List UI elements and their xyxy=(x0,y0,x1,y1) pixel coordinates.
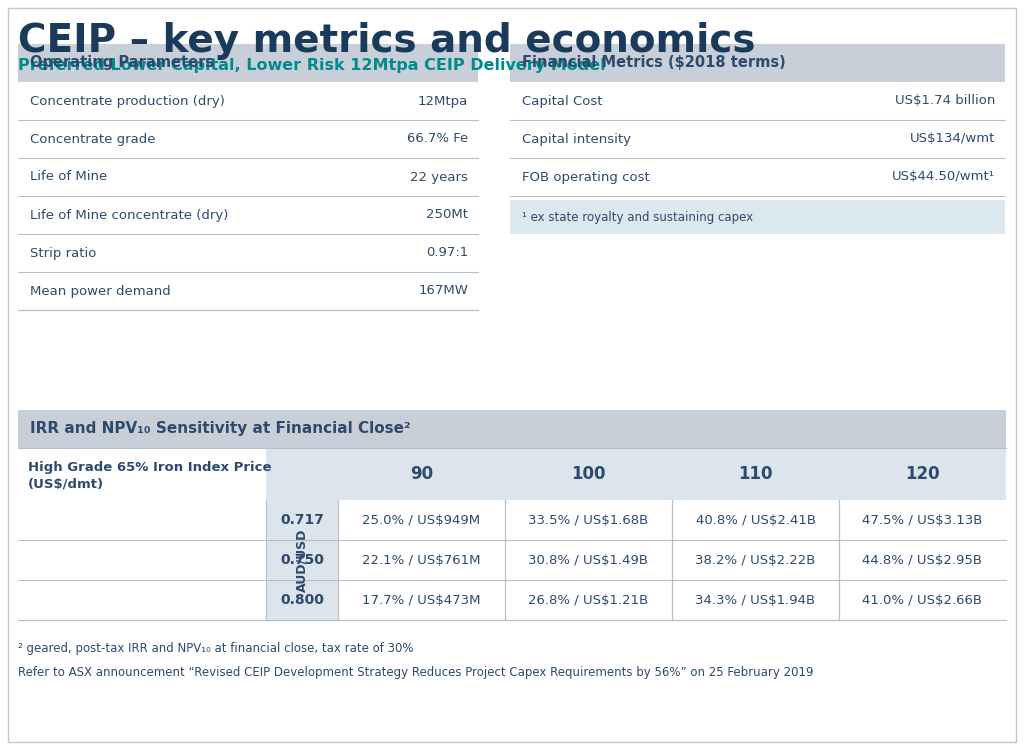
Text: Capital intensity: Capital intensity xyxy=(522,133,631,146)
Text: 120: 120 xyxy=(905,465,940,483)
Text: 41.0% / US$2.66B: 41.0% / US$2.66B xyxy=(862,593,982,607)
Text: Financial Metrics ($2018 terms): Financial Metrics ($2018 terms) xyxy=(522,56,785,70)
Text: 0.800: 0.800 xyxy=(280,593,324,607)
Text: FOB operating cost: FOB operating cost xyxy=(522,170,650,184)
Text: Life of Mine: Life of Mine xyxy=(30,170,108,184)
Bar xyxy=(18,272,478,310)
Bar xyxy=(672,540,839,580)
Text: 33.5% / US$1.68B: 33.5% / US$1.68B xyxy=(528,514,648,526)
Bar xyxy=(839,448,1006,500)
Text: 250Mt: 250Mt xyxy=(426,209,468,221)
Text: 30.8% / US$1.49B: 30.8% / US$1.49B xyxy=(528,554,648,566)
Text: 44.8% / US$2.95B: 44.8% / US$2.95B xyxy=(862,554,982,566)
Bar xyxy=(510,120,1005,158)
Text: 167MW: 167MW xyxy=(418,284,468,298)
Bar xyxy=(510,158,1005,196)
Text: 22 years: 22 years xyxy=(411,170,468,184)
Text: Strip ratio: Strip ratio xyxy=(30,247,96,259)
Text: 12Mtpa: 12Mtpa xyxy=(418,94,468,107)
Text: 0.717: 0.717 xyxy=(280,513,324,527)
Text: 0.97:1: 0.97:1 xyxy=(426,247,468,259)
Text: High Grade 65% Iron Index Price: High Grade 65% Iron Index Price xyxy=(28,461,271,475)
Text: 38.2% / US$2.22B: 38.2% / US$2.22B xyxy=(695,554,816,566)
Bar xyxy=(338,500,505,540)
Text: 26.8% / US$1.21B: 26.8% / US$1.21B xyxy=(528,593,648,607)
Bar xyxy=(510,200,1005,234)
Text: 17.7% / US$473M: 17.7% / US$473M xyxy=(362,593,480,607)
Text: 22.1% / US$761M: 22.1% / US$761M xyxy=(362,554,480,566)
Text: 100: 100 xyxy=(571,465,606,483)
Bar xyxy=(505,500,672,540)
Text: 47.5% / US$3.13B: 47.5% / US$3.13B xyxy=(862,514,983,526)
Bar xyxy=(18,82,478,120)
Bar xyxy=(18,580,266,620)
Text: US$134/wmt: US$134/wmt xyxy=(909,133,995,146)
Bar xyxy=(672,448,839,500)
Bar xyxy=(18,500,266,540)
Text: ² geared, post-tax IRR and NPV₁₀ at financial close, tax rate of 30%: ² geared, post-tax IRR and NPV₁₀ at fina… xyxy=(18,642,414,655)
Bar xyxy=(18,196,478,234)
Text: Operating Parameters: Operating Parameters xyxy=(30,56,214,70)
Text: Life of Mine concentrate (dry): Life of Mine concentrate (dry) xyxy=(30,209,228,221)
Text: US$1.74 billion: US$1.74 billion xyxy=(895,94,995,107)
Text: Preferred Lower Capital, Lower Risk 12Mtpa CEIP Delivery Model: Preferred Lower Capital, Lower Risk 12Mt… xyxy=(18,58,605,73)
Text: 25.0% / US$949M: 25.0% / US$949M xyxy=(362,514,480,526)
Text: Mean power demand: Mean power demand xyxy=(30,284,171,298)
Bar xyxy=(18,44,478,82)
Bar xyxy=(505,540,672,580)
Bar xyxy=(839,500,1006,540)
Text: 40.8% / US$2.41B: 40.8% / US$2.41B xyxy=(695,514,815,526)
Bar xyxy=(672,580,839,620)
Text: Refer to ASX announcement “Revised CEIP Development Strategy Reduces Project Cap: Refer to ASX announcement “Revised CEIP … xyxy=(18,666,813,679)
Bar xyxy=(266,580,338,620)
Text: AUD/USD: AUD/USD xyxy=(296,528,308,592)
Bar xyxy=(672,500,839,540)
Text: Concentrate grade: Concentrate grade xyxy=(30,133,156,146)
Text: Concentrate production (dry): Concentrate production (dry) xyxy=(30,94,225,107)
Bar xyxy=(18,120,478,158)
Bar xyxy=(18,410,1006,448)
Text: 110: 110 xyxy=(738,465,773,483)
Bar xyxy=(338,540,505,580)
Bar xyxy=(505,448,672,500)
Bar xyxy=(510,82,1005,120)
Bar xyxy=(266,500,338,540)
Text: Capital Cost: Capital Cost xyxy=(522,94,602,107)
Bar xyxy=(266,448,338,500)
Bar xyxy=(839,540,1006,580)
Bar xyxy=(18,234,478,272)
Text: CEIP – key metrics and economics: CEIP – key metrics and economics xyxy=(18,22,756,60)
Text: ¹ ex state royalty and sustaining capex: ¹ ex state royalty and sustaining capex xyxy=(522,211,753,224)
Text: 90: 90 xyxy=(410,465,433,483)
Text: 0.750: 0.750 xyxy=(280,553,324,567)
Bar xyxy=(18,540,266,580)
Text: 66.7% Fe: 66.7% Fe xyxy=(407,133,468,146)
Text: (US$/dmt): (US$/dmt) xyxy=(28,478,104,490)
Bar xyxy=(266,540,338,580)
Bar xyxy=(338,580,505,620)
Bar xyxy=(338,448,505,500)
Bar xyxy=(18,448,266,500)
Text: US$44.50/wmt¹: US$44.50/wmt¹ xyxy=(892,170,995,184)
Bar xyxy=(18,158,478,196)
Bar xyxy=(510,44,1005,82)
Bar xyxy=(505,580,672,620)
Text: IRR and NPV₁₀ Sensitivity at Financial Close²: IRR and NPV₁₀ Sensitivity at Financial C… xyxy=(30,422,411,436)
Bar xyxy=(839,580,1006,620)
Text: 34.3% / US$1.94B: 34.3% / US$1.94B xyxy=(695,593,815,607)
